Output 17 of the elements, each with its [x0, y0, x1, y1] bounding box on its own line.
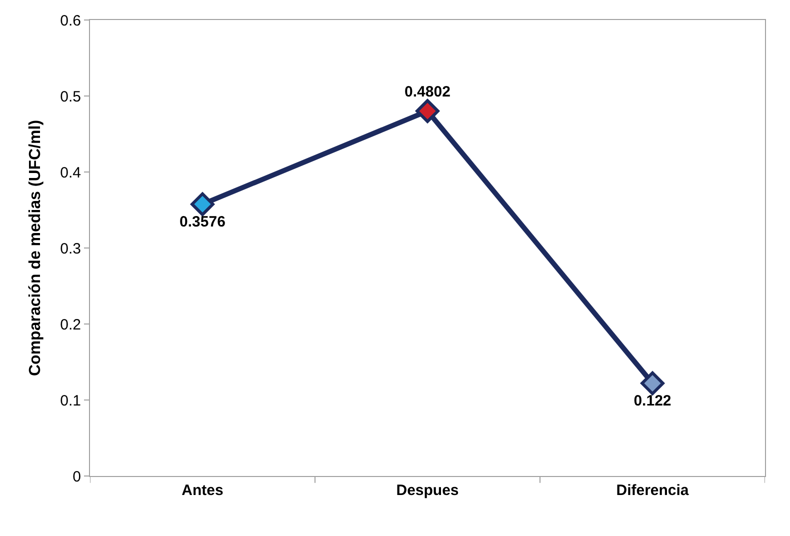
- point: [640, 371, 664, 396]
- y-axis-title: Comparación de medias (UFC/ml): [27, 120, 44, 376]
- point: [416, 99, 440, 123]
- x-tick-label: Diferencia: [616, 482, 690, 499]
- y-tick-label: 0.4: [60, 164, 81, 182]
- data-label: 0.122: [634, 392, 672, 410]
- y-tick-label: 0.6: [60, 12, 81, 30]
- y-tick-label: 0.5: [60, 88, 81, 106]
- y-tick-label: 0.3: [60, 240, 81, 258]
- x-tick-label: Despues: [396, 482, 459, 499]
- point: [190, 192, 214, 216]
- y-tick-label: 0.1: [60, 392, 81, 410]
- data-label: 0.3576: [180, 213, 226, 230]
- data-label: 0.4802: [404, 83, 450, 100]
- y-tick-label: 0.2: [60, 316, 81, 334]
- x-tick-label: Antes: [182, 482, 224, 499]
- y-tick-label: 0: [72, 468, 81, 486]
